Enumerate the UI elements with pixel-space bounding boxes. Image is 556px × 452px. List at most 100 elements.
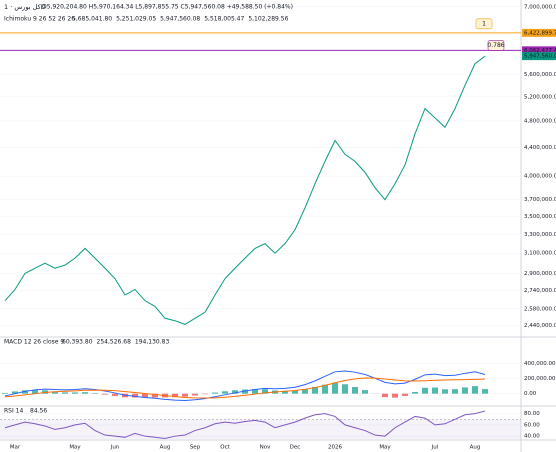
histogram-bar bbox=[262, 389, 268, 394]
histogram-bar bbox=[202, 393, 208, 395]
histogram-bar bbox=[112, 393, 118, 396]
price-line bbox=[4, 55, 486, 325]
histogram-bar bbox=[52, 391, 58, 394]
rsi-value: 84.56 bbox=[30, 408, 47, 415]
histogram-bar bbox=[392, 393, 398, 398]
histogram-bar bbox=[22, 390, 28, 394]
overlay: کل بورس · 1D O5,920,204.80 H5,970,164.34… bbox=[4, 3, 293, 415]
plot: 7,000,000.00 5,600,000.00 5,200,000.00 4,80… bbox=[0, 4, 556, 451]
y-tick-label: 2,440,000.00 bbox=[524, 323, 556, 329]
histogram-bar bbox=[12, 391, 18, 394]
histogram-bar bbox=[342, 384, 348, 394]
histogram-bar bbox=[92, 393, 98, 394]
y-tick-label: 4,000,000.00 bbox=[524, 174, 556, 180]
header-value: 5,518,005.47 bbox=[204, 16, 244, 23]
histogram-bar bbox=[32, 389, 38, 394]
histogram-bar bbox=[102, 393, 108, 395]
macd-title: MACD 12 26 close 9 bbox=[4, 339, 64, 346]
histogram-bar bbox=[332, 382, 338, 394]
header-value: 254,526.68 bbox=[97, 339, 132, 346]
histogram-bar bbox=[422, 387, 428, 394]
header-value: 5,251,029.05 bbox=[116, 16, 156, 23]
y-tick-label: 5,200,000.00 bbox=[524, 94, 556, 100]
y-tick-label: 3,700,000.00 bbox=[524, 197, 556, 203]
histogram-bar bbox=[412, 392, 418, 394]
histogram-bar bbox=[322, 384, 328, 394]
x-tick-label: Aug bbox=[470, 445, 481, 451]
price-tag bbox=[522, 46, 556, 55]
rsi-band bbox=[0, 419, 521, 439]
histogram-bar bbox=[472, 386, 478, 394]
price-tag-label: 6,422,899.71 bbox=[524, 30, 556, 36]
x-tick-label: Nov bbox=[260, 445, 271, 451]
macd-line bbox=[4, 377, 486, 399]
x-tick-label: Jul bbox=[431, 445, 439, 451]
last-price-tag bbox=[522, 52, 556, 61]
histogram-bar bbox=[152, 393, 158, 398]
x-tick-label: May bbox=[69, 445, 81, 451]
fib-ratio: 1 bbox=[482, 20, 486, 27]
histogram-bar bbox=[232, 390, 238, 394]
histogram-bar bbox=[402, 393, 408, 396]
symbol: کل بورس · 1D bbox=[4, 3, 46, 11]
histogram-bar bbox=[242, 389, 248, 394]
y-tick-label: 60.00 bbox=[524, 422, 540, 428]
fib-box bbox=[487, 40, 505, 51]
y-tick-label: 80.00 bbox=[524, 411, 540, 417]
histogram-bar bbox=[132, 393, 138, 398]
y-tick-label: 3,300,000.00 bbox=[524, 232, 556, 238]
histogram-bar bbox=[462, 387, 468, 394]
fib-box bbox=[475, 18, 493, 30]
y-tick-label: 2,900,000.00 bbox=[524, 271, 556, 277]
histogram-bar bbox=[172, 393, 178, 398]
histogram-bar bbox=[312, 386, 318, 394]
histogram-bar bbox=[482, 389, 488, 394]
header-value: 5,685,041.80 bbox=[72, 16, 112, 23]
histogram-bar bbox=[82, 392, 88, 394]
x-tick-label: Mar bbox=[10, 445, 21, 451]
histogram-bar bbox=[212, 392, 218, 394]
price-tag-label: 6,062,477.46 bbox=[524, 48, 556, 54]
histogram-bar bbox=[442, 389, 448, 394]
header-value: 5,102,289.56 bbox=[248, 16, 288, 23]
fib-ratio: 0.786 bbox=[487, 42, 504, 49]
last-price-label: 5,947,560.08 bbox=[524, 54, 556, 60]
histogram-bar bbox=[142, 393, 148, 398]
y-tick-label: 2,740,000.00 bbox=[524, 288, 556, 294]
histogram-bar bbox=[182, 393, 188, 397]
histogram-bar bbox=[452, 389, 458, 394]
indicator-name: Ichimoku 9 26 52 26 26 bbox=[4, 16, 75, 23]
x-tick-label: Aug bbox=[160, 445, 171, 451]
histogram-bar bbox=[2, 392, 8, 394]
histogram-bar bbox=[302, 389, 308, 394]
histogram-bar bbox=[282, 390, 288, 394]
histogram-bar bbox=[382, 393, 388, 398]
histogram-bar bbox=[362, 390, 368, 394]
y-tick-label: 0.00 bbox=[524, 391, 537, 397]
x-tick-label: Jun bbox=[110, 445, 120, 451]
y-tick-label: 400,000.00 bbox=[524, 361, 556, 367]
y-tick-label: 40.00 bbox=[524, 434, 540, 440]
header-value: 194,130.83 bbox=[135, 339, 170, 346]
y-tick-label: 5,600,000.00 bbox=[524, 72, 556, 78]
ohlc: O5,920,204.80 H5,970,164.34 L5,897,855.7… bbox=[42, 4, 293, 11]
price-tag bbox=[522, 28, 556, 37]
histogram-bar bbox=[432, 387, 438, 394]
y-tick-label: 4,400,000.00 bbox=[524, 145, 556, 151]
x-tick-label: Sep bbox=[190, 445, 201, 451]
y-tick-label: 3,100,000.00 bbox=[524, 251, 556, 257]
histogram-bar bbox=[252, 389, 258, 394]
histogram-bar bbox=[192, 393, 198, 396]
y-tick-label: 3,500,000.00 bbox=[524, 214, 556, 220]
y-tick-label: 7,000,000.00 bbox=[524, 4, 556, 10]
y-tick-label: 4,800,000.00 bbox=[524, 118, 556, 124]
x-tick-label: Oct bbox=[220, 445, 230, 451]
header-value: 60,393.80 bbox=[62, 339, 93, 346]
macd-line bbox=[4, 370, 486, 401]
rsi-title: RSI 14 bbox=[4, 408, 23, 415]
x-tick-label: 2026 bbox=[328, 445, 342, 451]
histogram-bar bbox=[292, 390, 298, 394]
histogram-bar bbox=[72, 392, 78, 394]
